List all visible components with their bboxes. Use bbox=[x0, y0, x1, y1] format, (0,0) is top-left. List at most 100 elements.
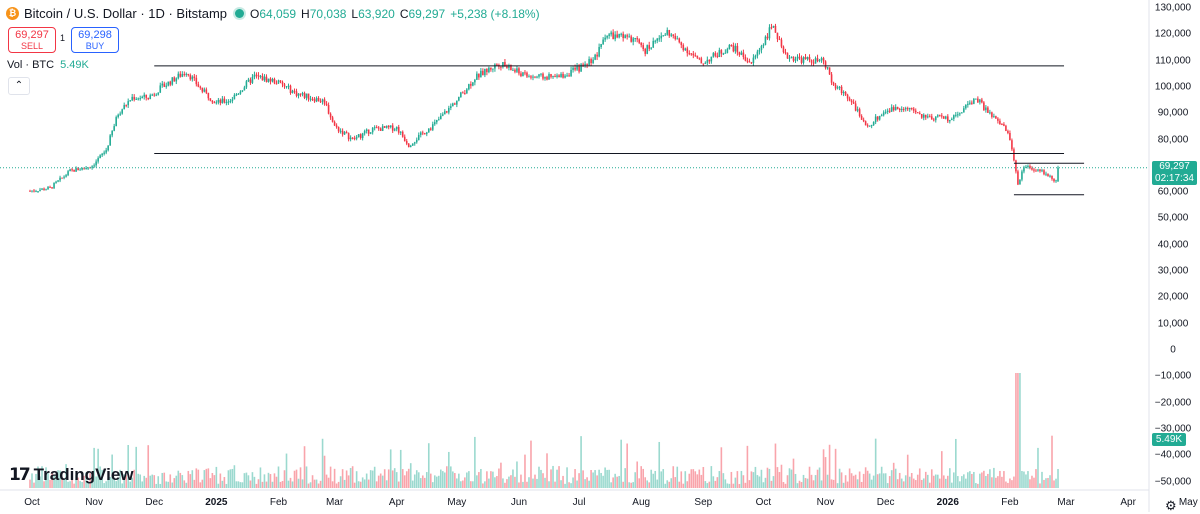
volume-bar bbox=[399, 449, 402, 488]
volume-bar bbox=[113, 477, 115, 488]
volume-bar bbox=[973, 471, 975, 488]
candle-body bbox=[69, 169, 71, 172]
volume-bar bbox=[193, 479, 196, 488]
volume-bar bbox=[957, 476, 959, 488]
candle-body bbox=[341, 130, 344, 135]
candle-body bbox=[500, 66, 502, 68]
candle-body bbox=[836, 87, 839, 89]
candle-body bbox=[223, 98, 226, 103]
volume-bar bbox=[123, 474, 125, 488]
volume-bar bbox=[718, 471, 721, 488]
candle-body bbox=[440, 115, 442, 120]
candle-body bbox=[624, 35, 626, 39]
volume-bar bbox=[884, 473, 887, 488]
candle-body bbox=[728, 45, 731, 50]
volume-bar bbox=[890, 470, 893, 488]
volume-bar bbox=[965, 478, 967, 488]
volume-bar bbox=[716, 477, 719, 488]
volume-bar bbox=[379, 473, 382, 488]
volume-bar bbox=[830, 479, 833, 488]
volume-bar bbox=[648, 482, 651, 488]
candle-body bbox=[934, 116, 937, 121]
volume-bar bbox=[59, 470, 61, 488]
volume-bar bbox=[117, 478, 119, 488]
candle-body bbox=[474, 79, 476, 83]
candle-body bbox=[840, 86, 843, 94]
volume-bar bbox=[446, 466, 448, 488]
volume-bar bbox=[189, 474, 192, 488]
volume-bar bbox=[1033, 477, 1035, 488]
buy-button[interactable]: 69,298 BUY bbox=[71, 27, 119, 53]
candle-body bbox=[764, 36, 767, 45]
candle-body bbox=[908, 107, 911, 110]
candle-body bbox=[45, 189, 47, 191]
candle-body bbox=[979, 99, 981, 103]
volume-bar bbox=[55, 479, 57, 488]
volume-bar bbox=[478, 472, 480, 488]
price-tick-label: −30,000 bbox=[1154, 423, 1192, 435]
candle-body bbox=[806, 57, 809, 60]
candle-body bbox=[520, 73, 522, 76]
candle-body bbox=[798, 56, 801, 59]
volume-bar bbox=[772, 476, 775, 488]
volume-bar bbox=[205, 468, 208, 488]
volume-bar bbox=[423, 477, 426, 488]
volume-bar bbox=[227, 470, 230, 488]
candle-body bbox=[375, 127, 378, 129]
candle-body bbox=[1005, 125, 1007, 131]
volume-bar bbox=[131, 477, 133, 488]
volume-bar bbox=[1051, 435, 1053, 488]
candle-body bbox=[682, 45, 685, 51]
volume-bar bbox=[544, 477, 546, 488]
candle-body bbox=[534, 76, 536, 78]
volume-legend[interactable]: Vol · BTC 5.49K bbox=[7, 59, 89, 71]
candle-body bbox=[754, 55, 757, 58]
candle-body bbox=[712, 53, 715, 57]
candle-body bbox=[826, 67, 829, 69]
volume-bar bbox=[740, 470, 743, 488]
candle-body bbox=[403, 136, 406, 142]
candle-body bbox=[642, 45, 645, 49]
candle-body bbox=[429, 128, 432, 130]
tradingview-logo[interactable]: 17 TradingView bbox=[9, 465, 134, 485]
candle-body bbox=[720, 50, 723, 54]
volume-bar bbox=[955, 438, 957, 488]
horizontal-lines[interactable] bbox=[154, 65, 1085, 196]
symbol-title[interactable]: Bitcoin / U.S. Dollar · 1D · Bitstamp bbox=[24, 6, 227, 21]
candle-body bbox=[359, 134, 362, 138]
volume-bar bbox=[514, 476, 516, 488]
time-tick-label: Apr bbox=[1120, 497, 1136, 508]
volume-bar bbox=[995, 477, 997, 488]
candle-body bbox=[680, 42, 683, 46]
volume-bar bbox=[47, 473, 49, 488]
volume-bar bbox=[397, 481, 400, 488]
volume-bar bbox=[361, 477, 364, 488]
candle-body bbox=[39, 189, 41, 192]
volume-bar bbox=[253, 476, 256, 488]
volume-bar bbox=[431, 482, 434, 488]
candle-body bbox=[343, 132, 346, 135]
candle-body bbox=[131, 96, 133, 101]
chevron-up-icon[interactable]: ⌃ bbox=[8, 77, 30, 95]
candle-body bbox=[882, 112, 885, 116]
volume-bar bbox=[1009, 478, 1011, 488]
candle-body bbox=[876, 116, 879, 120]
candle-body bbox=[85, 168, 87, 170]
volume-bar bbox=[393, 468, 396, 488]
volume-bar bbox=[944, 478, 947, 488]
symbol-legend[interactable]: ₿ Bitcoin / U.S. Dollar · 1D · Bitstamp … bbox=[6, 6, 545, 21]
volume-bar bbox=[678, 481, 681, 488]
candle-body bbox=[159, 85, 162, 93]
volume-bar bbox=[690, 469, 693, 488]
volume-bar bbox=[341, 469, 344, 488]
volume-bar bbox=[255, 483, 258, 488]
gear-icon[interactable]: ⚙ bbox=[1165, 498, 1177, 513]
candle-body bbox=[708, 59, 711, 62]
sell-button[interactable]: 69,297 SELL bbox=[8, 27, 56, 53]
candle-body bbox=[317, 98, 320, 102]
volume-bar bbox=[1027, 471, 1029, 488]
candle-body bbox=[997, 118, 999, 121]
candle-body bbox=[1029, 165, 1031, 169]
volume-bar bbox=[622, 481, 624, 488]
